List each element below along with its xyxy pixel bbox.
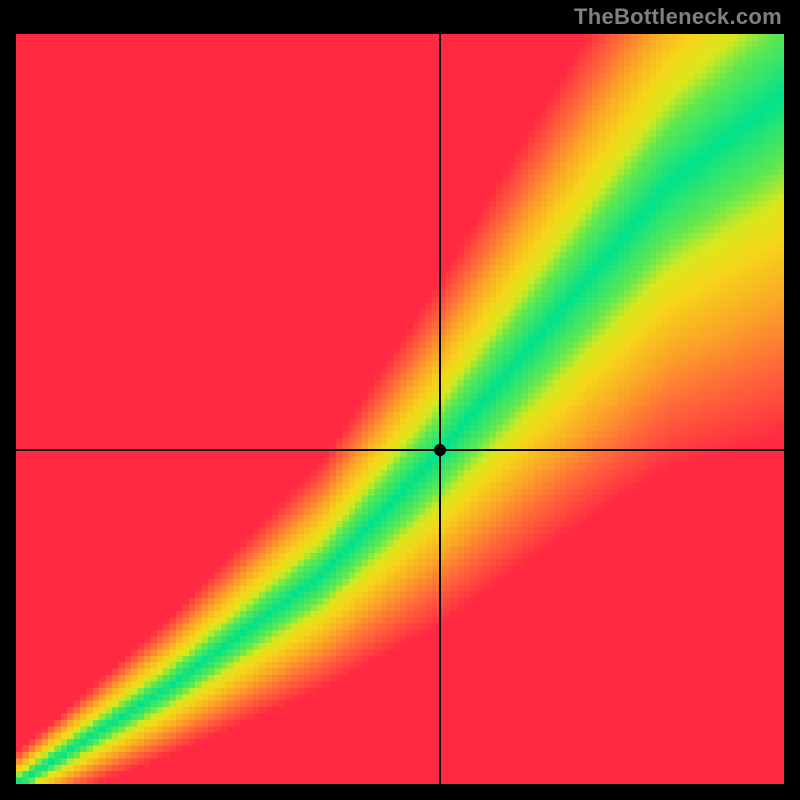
heatmap-canvas	[16, 34, 784, 784]
heatmap-chart	[16, 34, 784, 784]
attribution-label: TheBottleneck.com	[574, 4, 782, 30]
